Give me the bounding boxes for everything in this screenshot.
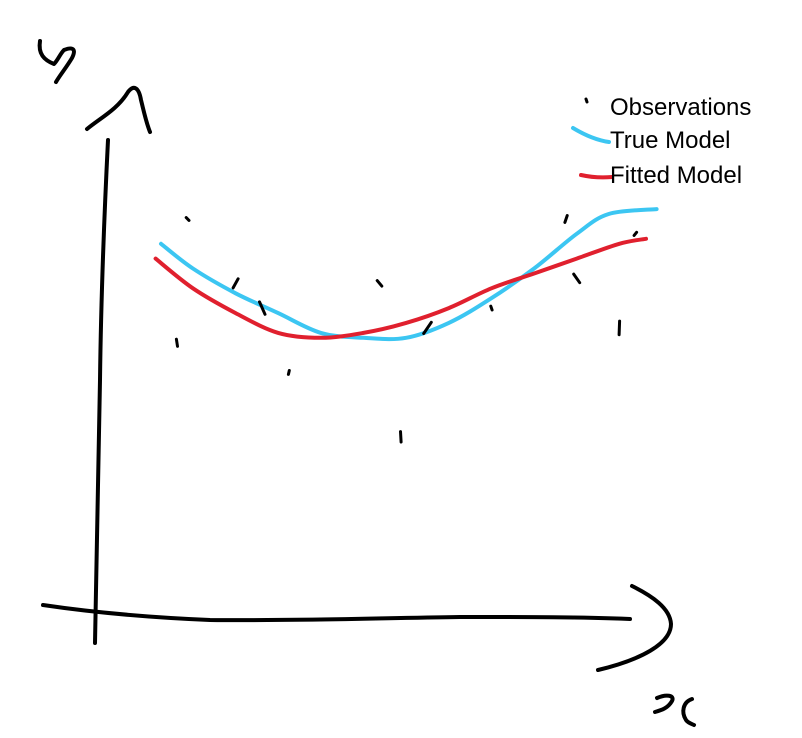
y-axis-line [93,138,110,645]
observation-point [286,369,291,376]
x-axis-label-stroke [653,693,696,727]
observation-point [258,300,267,316]
y-axis-arrow-head [85,85,152,134]
observation-point [489,304,494,312]
series-line-fitted-model [153,236,648,340]
observation-point [563,214,569,224]
legend-label-fitted-model: Fitted Model [610,162,742,189]
legend: Observations True Model Fitted Model [571,94,751,189]
legend-label-observations: Observations [610,94,751,121]
axes [41,85,673,672]
legend-label-true-model: True Model [610,127,731,154]
observation-point [617,319,622,337]
x-axis-arrow-head [596,584,673,672]
observation-point [422,320,433,335]
legend-true-model-swatch [571,126,611,144]
observation-point [231,277,240,290]
x-axis-line [41,603,632,623]
x-axis-label [653,693,696,727]
legend-observations-marker [584,97,589,104]
observation-point [375,279,384,288]
series-line-true-model [159,207,659,342]
y-axis-label [37,39,76,84]
observation-point [399,430,403,444]
plot-area [153,207,659,444]
observation-point [184,216,191,222]
observation-point [632,230,639,237]
observation-point [572,272,582,285]
observation-point [174,337,179,348]
y-axis-label-stroke [37,39,76,84]
legend-fitted-model-swatch [579,173,614,180]
